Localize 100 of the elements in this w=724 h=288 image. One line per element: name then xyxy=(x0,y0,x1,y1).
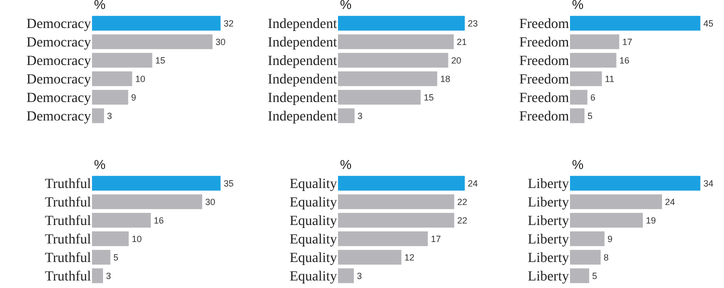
data-label: 35 xyxy=(224,178,234,188)
data-label: 3 xyxy=(106,270,112,281)
y-tick-label: Liberty xyxy=(528,196,569,211)
bar xyxy=(570,52,616,68)
y-tick-label: Truthful xyxy=(44,196,92,211)
data-label: 3 xyxy=(358,110,363,121)
bar xyxy=(570,16,700,31)
data-label: 11 xyxy=(604,74,614,84)
data-label: 45 xyxy=(703,18,714,28)
chart-title: % xyxy=(94,157,106,172)
data-label: 20 xyxy=(451,55,462,66)
data-label: 5 xyxy=(113,252,118,262)
bar xyxy=(92,231,129,246)
chart-title: % xyxy=(340,0,352,12)
data-label: 24 xyxy=(468,178,478,188)
bar xyxy=(570,108,584,124)
y-tick-label: Equality xyxy=(290,232,337,248)
chart-title: % xyxy=(340,157,352,172)
bar xyxy=(92,71,132,86)
data-label: 12 xyxy=(404,252,414,262)
bar xyxy=(338,90,421,105)
y-tick-label: Independent xyxy=(268,91,338,106)
bar xyxy=(92,34,213,50)
y-tick-label: Democracy xyxy=(26,36,91,51)
data-label: 17 xyxy=(622,36,632,47)
bar xyxy=(338,176,465,191)
data-label: 32 xyxy=(224,18,234,28)
bar xyxy=(92,90,128,105)
y-tick-label: Liberty xyxy=(528,251,569,266)
y-tick-label: Democracy xyxy=(26,110,91,125)
data-label: 21 xyxy=(456,36,467,47)
y-tick-label: Truthful xyxy=(44,177,92,192)
y-tick-label: Liberty xyxy=(528,232,569,248)
y-tick-label: Equality xyxy=(290,177,337,192)
y-tick-label: Democracy xyxy=(26,72,91,88)
y-tick-label: Freedom xyxy=(519,17,570,32)
bar xyxy=(338,34,454,50)
data-label: 8 xyxy=(604,252,609,262)
bar xyxy=(92,16,221,31)
bar xyxy=(338,212,454,228)
data-label: 10 xyxy=(132,234,142,244)
chart-title: % xyxy=(572,0,584,12)
bar xyxy=(338,194,454,210)
data-label: 17 xyxy=(430,234,441,244)
bar xyxy=(338,108,355,124)
data-label: 10 xyxy=(135,74,146,84)
data-label: 30 xyxy=(205,196,216,207)
data-label: 15 xyxy=(424,92,434,102)
y-tick-label: Truthful xyxy=(44,232,92,248)
data-label: 15 xyxy=(155,55,166,66)
bar xyxy=(92,176,221,191)
bar xyxy=(570,176,700,191)
bar xyxy=(570,34,620,50)
y-tick-label: Freedom xyxy=(519,36,570,51)
data-label: 30 xyxy=(216,36,226,47)
data-label: 22 xyxy=(457,215,468,226)
data-label: 34 xyxy=(703,178,714,188)
y-tick-label: Democracy xyxy=(26,91,91,106)
y-tick-label: Independent xyxy=(268,36,338,51)
bar xyxy=(92,268,104,284)
y-tick-label: Freedom xyxy=(519,72,570,88)
bar xyxy=(338,52,448,68)
bar xyxy=(570,268,590,284)
y-tick-label: Democracy xyxy=(26,54,91,70)
bar xyxy=(338,268,354,284)
data-label: 16 xyxy=(619,55,630,66)
y-tick-label: Freedom xyxy=(519,110,570,125)
y-tick-label: Liberty xyxy=(528,214,569,230)
y-tick-label: Equality xyxy=(290,251,337,266)
bar xyxy=(570,194,662,210)
data-label: 9 xyxy=(608,234,613,244)
bar xyxy=(570,212,643,228)
bar xyxy=(92,250,110,265)
data-label: 18 xyxy=(440,74,450,84)
bar xyxy=(338,16,465,31)
bar xyxy=(570,90,588,105)
y-tick-label: Equality xyxy=(290,214,337,230)
bar xyxy=(338,250,402,265)
y-tick-label: Liberty xyxy=(528,270,569,285)
data-label: 22 xyxy=(457,196,468,207)
data-label: 3 xyxy=(107,110,112,121)
data-label: 6 xyxy=(590,92,596,102)
data-label: 9 xyxy=(131,92,136,102)
y-tick-label: Freedom xyxy=(519,54,570,70)
y-tick-label: Independent xyxy=(268,17,338,32)
bar xyxy=(92,108,104,124)
y-tick-label: Equality xyxy=(290,196,337,211)
chart-title: % xyxy=(94,0,106,12)
bar xyxy=(338,71,438,86)
bar xyxy=(92,194,202,210)
bar xyxy=(570,250,601,265)
y-tick-label: Independent xyxy=(268,72,338,88)
data-label: 3 xyxy=(356,270,362,281)
y-tick-label: Democracy xyxy=(26,17,91,32)
data-label: 24 xyxy=(665,196,676,207)
bar xyxy=(92,212,151,228)
y-tick-label: Freedom xyxy=(519,91,570,106)
y-tick-label: Truthful xyxy=(44,251,92,266)
data-label: 5 xyxy=(592,270,598,281)
bar xyxy=(338,231,428,246)
